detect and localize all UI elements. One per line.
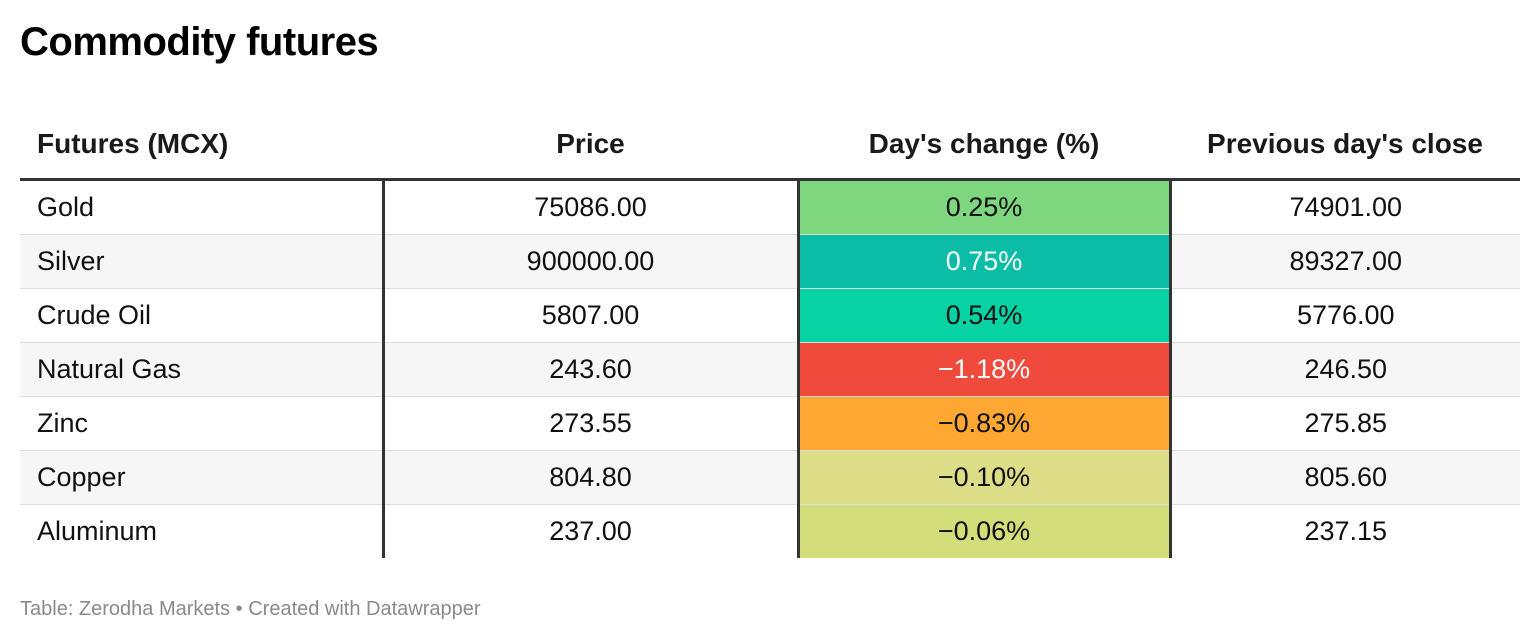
source-footer: Table: Zerodha Markets • Created with Da…: [20, 598, 481, 620]
table-row: Crude Oil 5807.00 0.54% 5776.00: [20, 288, 1520, 343]
cell-days-change: −0.06%: [798, 504, 1172, 558]
cell-futures-name: Aluminum: [20, 504, 385, 558]
header-row: Futures (MCX) Price Day's change (%) Pre…: [20, 110, 1520, 181]
cell-futures-name: Copper: [20, 450, 385, 505]
cell-futures-name: Zinc: [20, 396, 385, 451]
cell-previous-close: 74901.00: [1170, 179, 1520, 235]
cell-days-change: −1.18%: [798, 342, 1172, 397]
header-previous-close[interactable]: Previous day's close: [1170, 110, 1520, 181]
cell-days-change: −0.83%: [798, 396, 1172, 451]
cell-price: 900000.00: [383, 234, 800, 289]
table-row: Natural Gas 243.60 −1.18% 246.50: [20, 342, 1520, 397]
cell-futures-name: Gold: [20, 179, 385, 235]
table-row: Gold 75086.00 0.25% 74901.00: [20, 179, 1520, 235]
cell-price: 273.55: [383, 396, 800, 451]
cell-price: 237.00: [383, 504, 800, 558]
cell-previous-close: 246.50: [1170, 342, 1520, 397]
table-row: Silver 900000.00 0.75% 89327.00: [20, 234, 1520, 289]
header-days-change[interactable]: Day's change (%): [798, 110, 1170, 181]
cell-futures-name: Silver: [20, 234, 385, 289]
cell-price: 5807.00: [383, 288, 800, 343]
cell-futures-name: Crude Oil: [20, 288, 385, 343]
header-price[interactable]: Price: [383, 110, 798, 181]
cell-price: 243.60: [383, 342, 800, 397]
cell-days-change: 0.54%: [798, 288, 1172, 343]
cell-price: 75086.00: [383, 179, 800, 235]
table-title: Commodity futures: [20, 20, 379, 64]
cell-previous-close: 89327.00: [1170, 234, 1520, 289]
header-futures[interactable]: Futures (MCX): [20, 110, 383, 181]
cell-previous-close: 805.60: [1170, 450, 1520, 505]
cell-futures-name: Natural Gas: [20, 342, 385, 397]
table-body: Gold 75086.00 0.25% 74901.00 Silver 900000.00…: [20, 179, 1520, 558]
commodity-futures-table: Futures (MCX) Price Day's change (%) Pre…: [20, 110, 1520, 558]
table-row: Aluminum 237.00 −0.06% 237.15: [20, 504, 1520, 558]
cell-price: 804.80: [383, 450, 800, 505]
cell-previous-close: 5776.00: [1170, 288, 1520, 343]
table-row: Copper 804.80 −0.10% 805.60: [20, 450, 1520, 505]
cell-days-change: 0.25%: [798, 179, 1172, 235]
cell-previous-close: 275.85: [1170, 396, 1520, 451]
cell-previous-close: 237.15: [1304, 516, 1388, 546]
cell-days-change: −0.10%: [798, 450, 1172, 505]
table-row: Zinc 273.55 −0.83% 275.85: [20, 396, 1520, 451]
cell-days-change: 0.75%: [798, 234, 1172, 289]
